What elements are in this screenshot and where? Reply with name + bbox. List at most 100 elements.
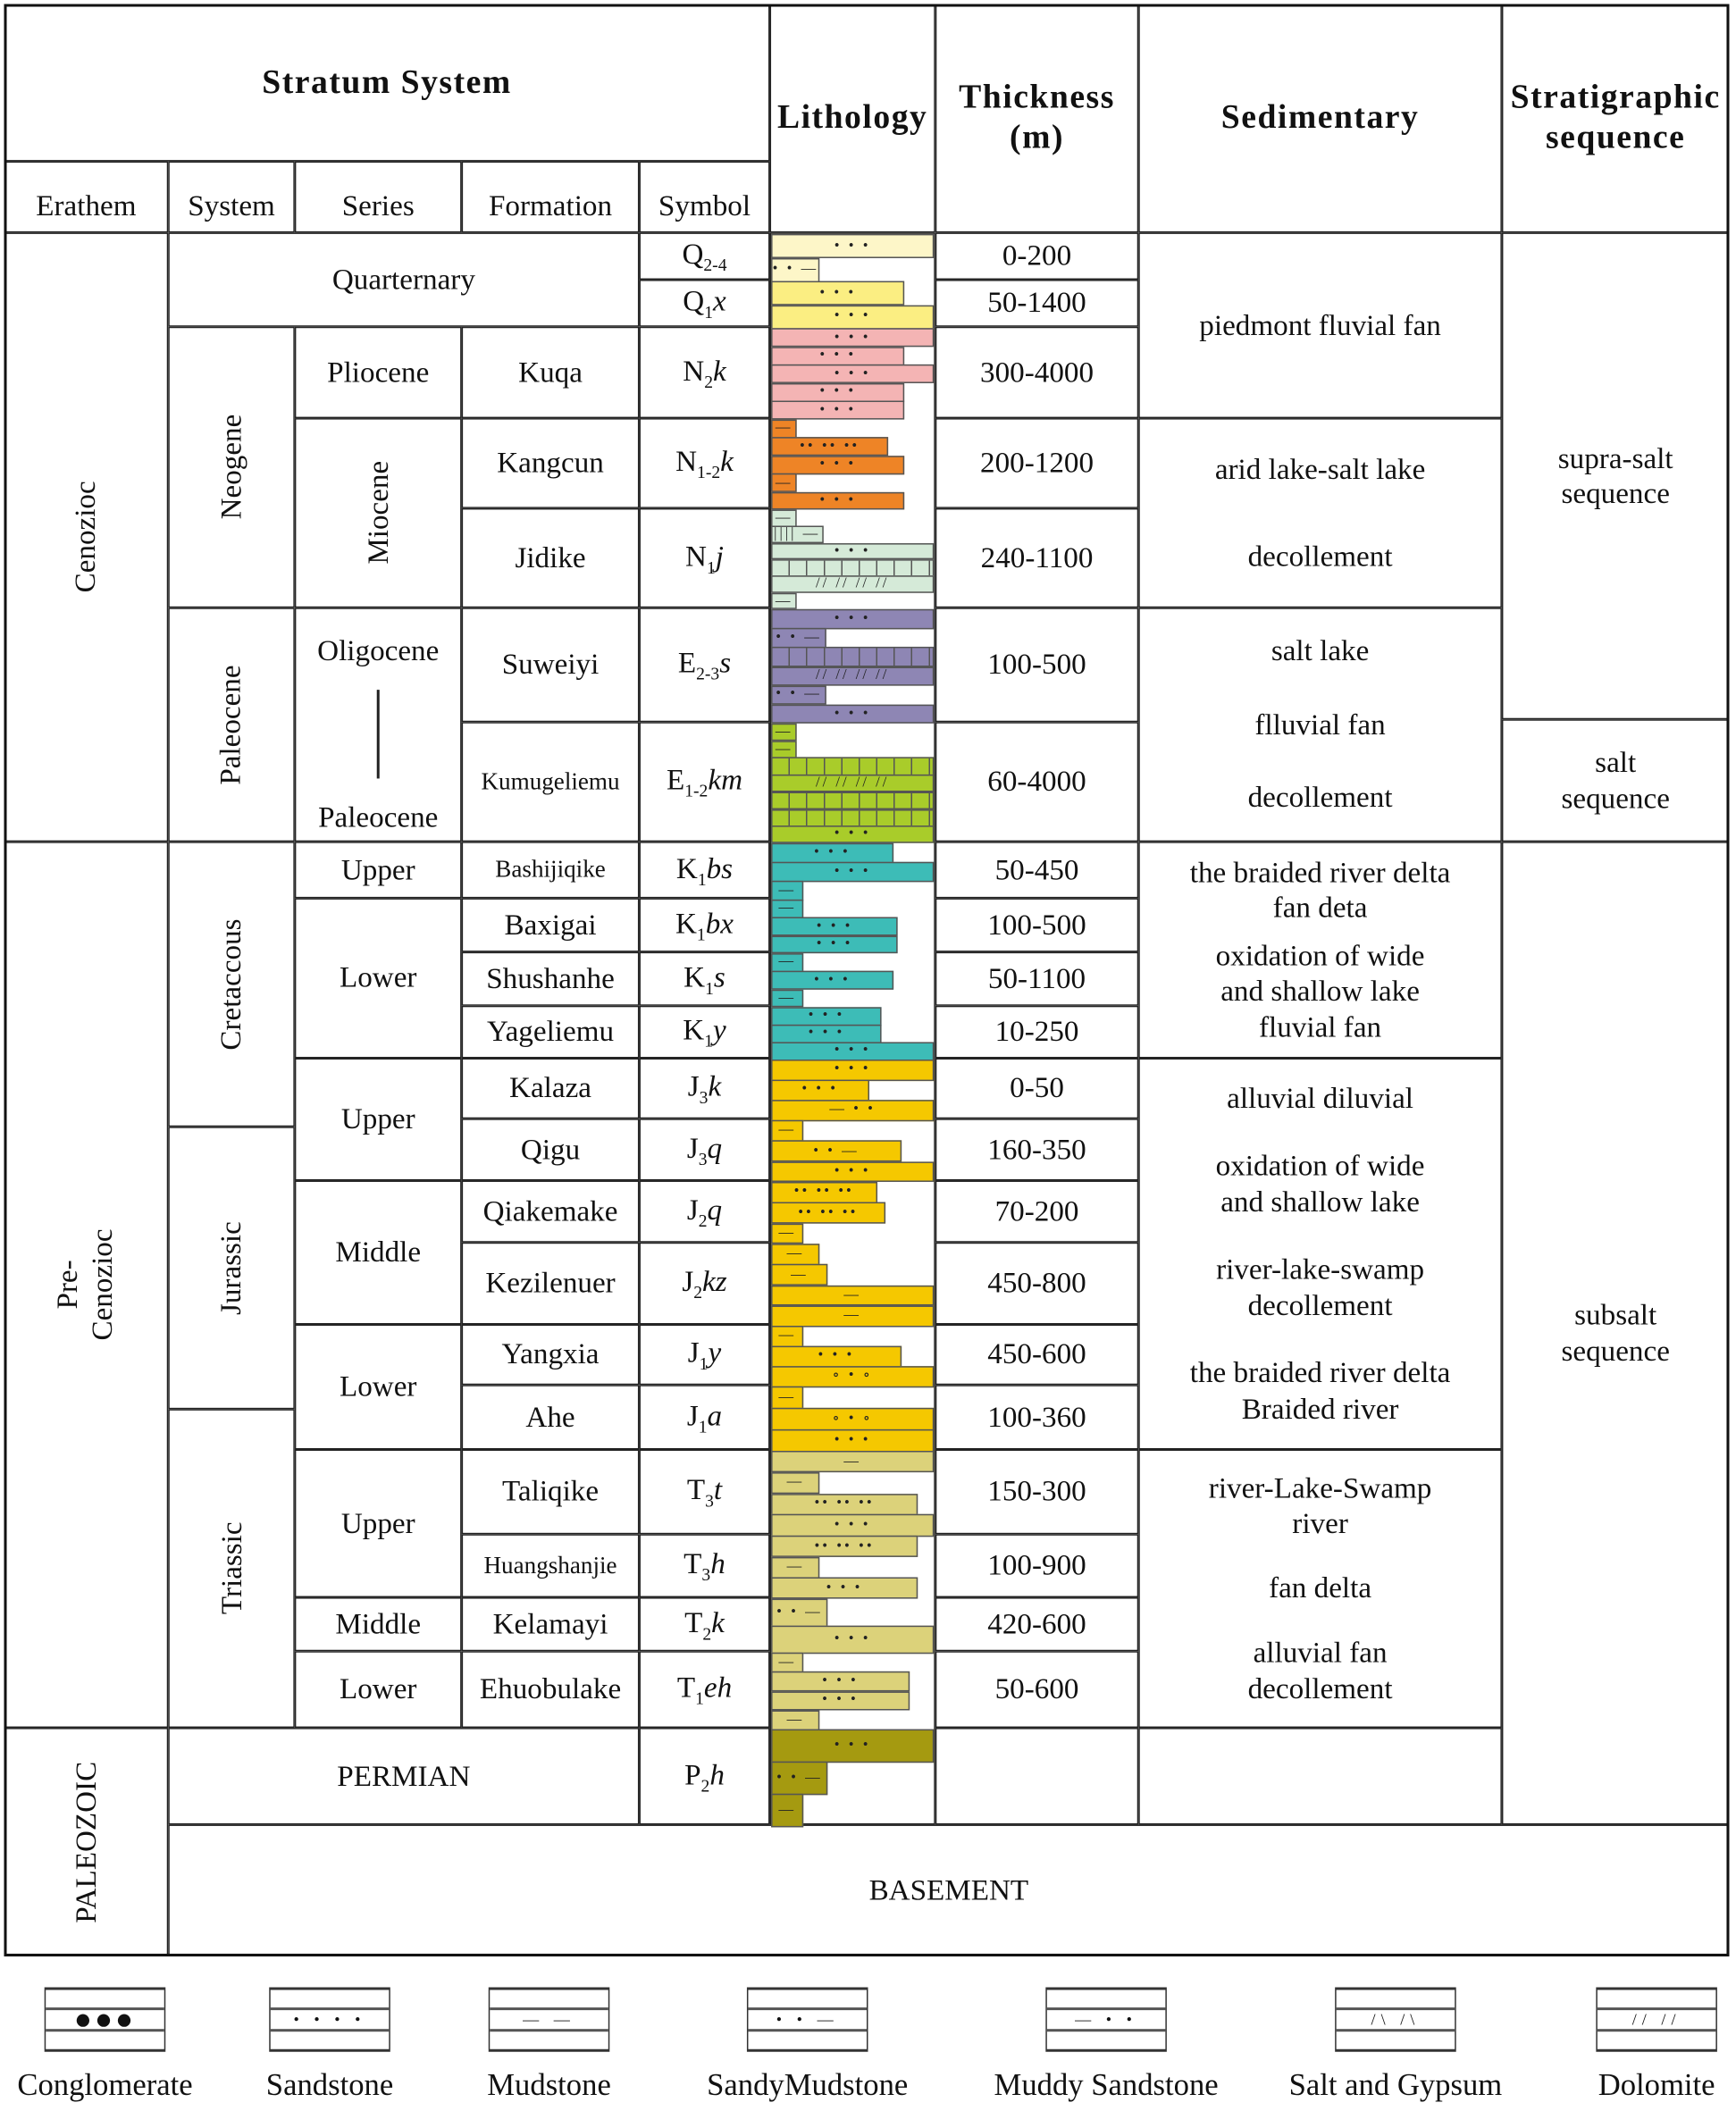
- lithology-bed: —: [771, 1119, 804, 1142]
- thickness-cell: 100-900: [935, 1534, 1139, 1598]
- series-k-upper: Upper: [294, 842, 462, 899]
- symbol-base: N: [685, 538, 707, 573]
- formation-cell: Ehuobulake: [461, 1651, 640, 1729]
- series-t-middle: Middle: [294, 1597, 462, 1652]
- symbol-suffix: y: [713, 1012, 726, 1046]
- symbol-base: J: [687, 1335, 700, 1370]
- lithology-bed: • • •: [771, 861, 935, 882]
- lithology-bed: |||| —: [771, 525, 824, 544]
- thickness-cell: 50-1100: [935, 951, 1139, 1006]
- lithology-bed: —: [771, 723, 798, 741]
- symbol-cell: E2-3s: [639, 607, 770, 723]
- lithology-bed: —: [771, 419, 798, 439]
- series-oligocene: Oligocene: [317, 632, 440, 667]
- legend-sandstone-swatch: • • • •: [269, 1987, 390, 2052]
- symbol-subscript: 3: [701, 1564, 711, 1585]
- sedimentary-cell: salt lake flluvial fan decollement: [1138, 607, 1502, 842]
- sequence-supra-salt: supra-salt sequence: [1501, 232, 1730, 720]
- sedimentary-text: river-lake-swamp decollement: [1216, 1252, 1425, 1322]
- symbol-base: J: [687, 1068, 700, 1103]
- symbol-subscript: 1-2: [697, 461, 721, 482]
- erathem-paleozoic-label: PALEOZOIC: [68, 1761, 103, 1923]
- thickness-cell: 50-1400: [935, 280, 1139, 327]
- symbol-suffix: bs: [706, 850, 734, 884]
- symbol-base: J: [686, 1130, 699, 1164]
- symbol-suffix: t: [713, 1472, 723, 1506]
- symbol-base: E: [677, 645, 697, 680]
- thickness-cell: 450-600: [935, 1324, 1139, 1386]
- sedimentary-text: flluvial fan: [1254, 707, 1386, 741]
- formation-cell: Yageliemu: [461, 1005, 640, 1059]
- lithology-bed: —: [771, 473, 798, 492]
- series-j-middle: Middle: [294, 1180, 462, 1325]
- legend-muddy-sandstone-label: Muddy Sandstone: [994, 2067, 1219, 2102]
- muddy-sandstone-pattern-icon: — • •: [1046, 2007, 1166, 2032]
- thickness-cell: 160-350: [935, 1118, 1139, 1181]
- thickness-cell: 240-1100: [935, 507, 1139, 608]
- symbol-cell: K1bx: [639, 898, 770, 952]
- lithology-bed: • • •: [771, 401, 905, 421]
- lithology-bed: • • •: [771, 1729, 935, 1763]
- legend-salt-gypsum-swatch: /\ /\: [1335, 1987, 1456, 2052]
- series-miocene: Miocene: [294, 418, 462, 608]
- sedimentary-text: the braided river delta fan deta: [1189, 854, 1451, 925]
- formation-cell: Kezilenuer: [461, 1242, 640, 1325]
- symbol-subscript: 2: [698, 1210, 708, 1231]
- lithology-bed: —: [771, 899, 804, 918]
- lithology-bed: • • •: [771, 1007, 882, 1026]
- lithology-bed: // // // //: [771, 775, 935, 793]
- lithology-bed: —: [771, 1793, 804, 1827]
- symbol-cell: K1s: [639, 951, 770, 1006]
- symbol-subscript: 1: [704, 1030, 714, 1051]
- lithology-bed: —: [771, 592, 798, 610]
- symbol-base: K: [683, 1012, 705, 1046]
- symbol-subscript: 1: [699, 1353, 709, 1374]
- lithology-bed: • • •: [771, 1690, 910, 1711]
- symbol-base: T: [676, 1670, 696, 1704]
- formation-cell: Suweiyi: [461, 607, 640, 723]
- symbol-subscript: 1: [697, 868, 707, 889]
- thickness-cell: 150-300: [935, 1449, 1139, 1535]
- formation-cell: Baxigai: [461, 898, 640, 952]
- formation-cell: Shushanhe: [461, 951, 640, 1006]
- lithology-bed: —: [771, 740, 798, 758]
- erathem-header: Erathem: [4, 161, 169, 233]
- system-triassic: Triassic: [168, 1409, 295, 1729]
- symbol-base: K: [683, 959, 706, 993]
- legend-sandy-mudstone-swatch: • • —: [746, 1987, 868, 2052]
- symbol-suffix: h: [710, 1546, 725, 1580]
- sedimentary-text: arid lake-salt lake: [1214, 451, 1426, 485]
- symbol-subscript: 1: [706, 556, 716, 577]
- symbol-base: K: [675, 850, 698, 884]
- lithology-bed: • • •: [771, 491, 905, 511]
- sedimentary-text: oxidation of wide and shallow lake: [1215, 1149, 1425, 1219]
- formation-cell: Huangshanjie: [461, 1534, 640, 1598]
- thickness-cell: 10-250: [935, 1005, 1139, 1059]
- symbol-suffix: bx: [705, 905, 734, 940]
- lithology-bed: • • •: [771, 542, 935, 560]
- sedimentary-text: fan delta: [1269, 1571, 1372, 1605]
- formation-cell: Bashijiqike: [461, 842, 640, 899]
- lithology-bed: • • —: [771, 257, 820, 282]
- symbol-suffix: eh: [703, 1670, 733, 1704]
- thickness-cell: 420-600: [935, 1597, 1139, 1652]
- basement: BASEMENT: [168, 1824, 1730, 1956]
- symbol-header: Symbol: [639, 161, 770, 233]
- symbol-subscript: 2: [702, 1622, 712, 1644]
- symbol-base: K: [675, 905, 697, 940]
- lithology-bed: • • —: [771, 1761, 828, 1795]
- thickness-cell: 300-4000: [935, 326, 1139, 419]
- symbol-suffix: a: [707, 1397, 723, 1432]
- symbol-suffix: s: [719, 645, 732, 680]
- lithology-bed: • • •: [771, 233, 935, 258]
- series-header: Series: [294, 161, 462, 233]
- symbol-base: P: [684, 1756, 701, 1791]
- series-divider: [376, 690, 380, 779]
- erathem-cenozoic: Cenozioc: [4, 232, 169, 842]
- sequence-salt: salt sequence: [1501, 719, 1730, 842]
- erathem-pre-cenozoic-label: Pre- Cenozioc: [50, 1228, 121, 1341]
- series-paleocene: Paleocene: [318, 799, 439, 834]
- system-neogene-label: Neogene: [214, 415, 247, 520]
- lithology-bed: —: [771, 1305, 935, 1327]
